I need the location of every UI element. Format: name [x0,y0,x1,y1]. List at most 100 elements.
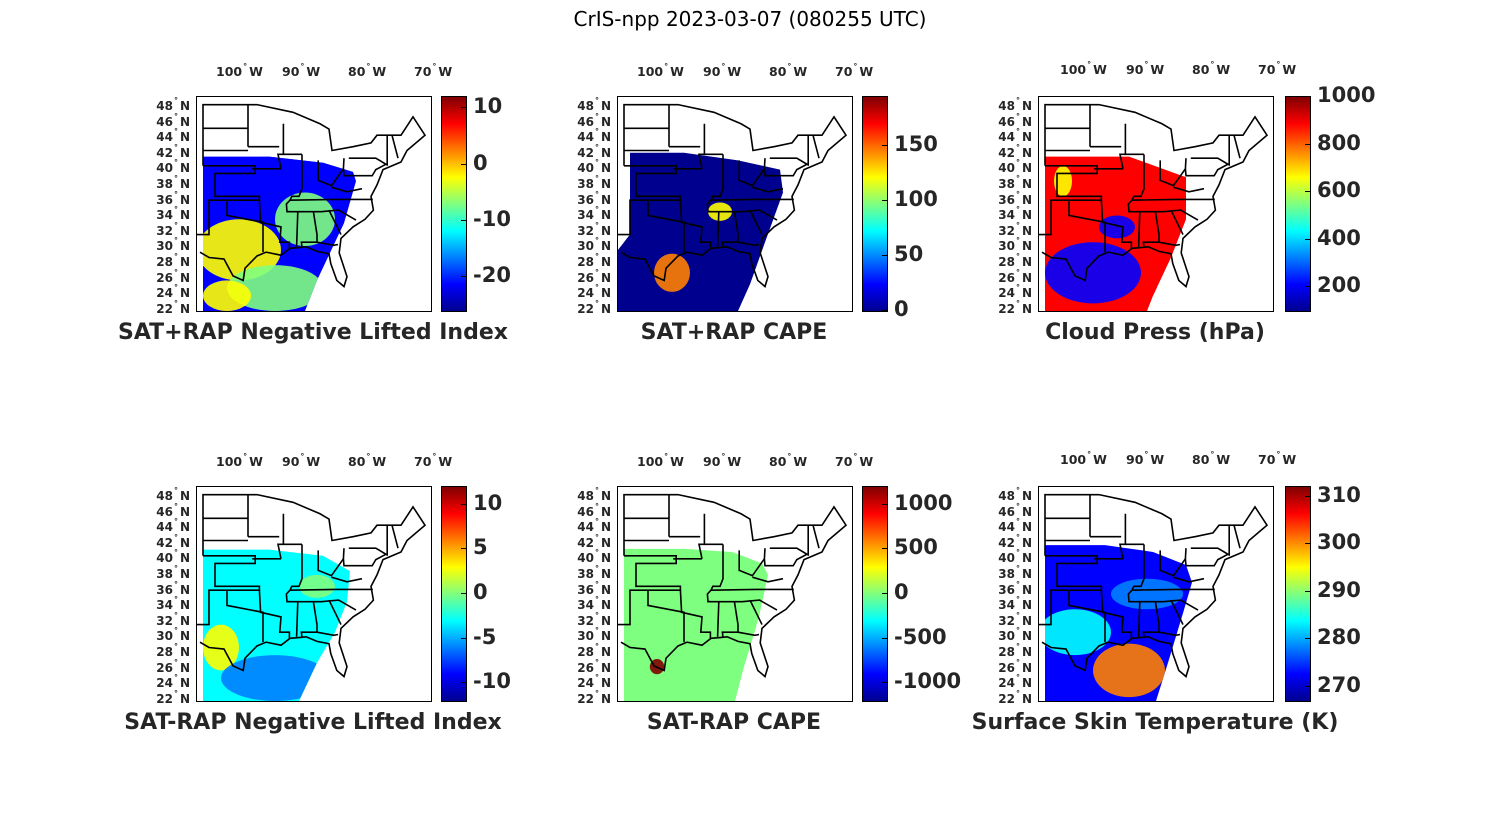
lat-tick-label: 30° N [156,626,190,644]
state-boundary [1173,186,1205,193]
data-region [1153,284,1177,308]
state-boundary [620,103,848,288]
state-boundary [710,588,794,591]
colorbar-tick-mark [1305,191,1310,193]
lon-tick-label: 70° W [835,452,874,469]
lat-tick-label: 48° N [156,486,190,503]
state-boundary [1041,493,1269,678]
state-boundary [277,123,285,170]
state-boundary [1158,241,1181,247]
lat-tick-label: 26° N [577,657,611,675]
colorbar-tick-mark [882,200,887,202]
lat-tick-label: 38° N [998,174,1032,191]
lat-tick-label: 40° N [156,158,190,176]
lat-tick-label: 22° N [998,298,1032,316]
lon-tick-label: 100° W [216,452,263,469]
state-boundary [316,241,339,247]
lon-tick-label: 70° W [414,452,453,469]
state-boundary [1100,590,1133,639]
panel-title: SAT-RAP CAPE [646,710,822,735]
lat-tick-label: 32° N [998,220,1032,238]
lat-tick-label: 46° N [998,111,1032,129]
state-boundary [752,576,784,583]
state-boundary [199,103,427,288]
lat-tick-label: 22° N [156,298,190,316]
lat-tick-label: 26° N [998,657,1032,675]
lat-tick-label: 38° N [156,174,190,191]
state-boundary [706,154,724,213]
colorbar-tick-label: -5 [473,624,497,649]
state-boundary [1131,588,1215,591]
state-boundary [812,135,820,159]
state-boundary [342,547,388,567]
state-boundary [1041,103,1269,288]
data-region [1123,173,1183,220]
colorbar-tick-label: -1000 [894,669,962,694]
lat-tick-label: 28° N [998,642,1032,659]
data-region [1099,215,1135,239]
lon-tick-label: 70° W [1258,60,1297,77]
lat-tick-label: 38° N [577,564,611,581]
panel-title: Cloud Press (hPa) [1045,320,1265,345]
lon-tick-label: 90° W [1126,450,1165,467]
state-boundary [199,493,427,678]
state-boundary [391,525,399,549]
lat-tick-label: 36° N [998,579,1032,597]
state-boundary [285,544,303,603]
lat-tick-label: 36° N [577,579,611,597]
data-region [1045,609,1111,656]
state-boundary [710,198,794,201]
state-boundary [1100,200,1133,249]
colorbar-tick-mark [882,145,887,147]
state-boundary [331,186,363,193]
state-boundary [1233,135,1241,159]
lat-tick-label: 40° N [998,158,1032,176]
state-boundary [226,590,264,643]
lat-tick-label: 22° N [156,688,190,706]
state-boundary [316,631,339,637]
colorbar-tick-label: 100 [894,187,938,212]
colorbar-tick-mark [461,163,466,165]
colorbar-tick-label: 1000 [894,490,953,515]
colorbar-tick-label: 500 [894,535,938,560]
colorbar-tick-label: 10 [473,94,503,119]
lat-tick-label: 28° N [998,252,1032,269]
figure-title: CrIS-npp 2023-03-07 (080255 UTC) [573,7,927,31]
lat-tick-label: 36° N [998,189,1032,207]
state-boundary [706,544,724,603]
colorbar-tick-label: 310 [1317,482,1361,507]
colorbar [862,486,888,702]
colorbar-tick-mark [1305,685,1310,687]
lat-tick-label: 34° N [156,595,190,613]
colorbar-tick-label: 0 [894,580,909,604]
state-boundary [647,590,685,643]
state-boundary [1127,154,1145,213]
state-boundary [331,576,363,583]
colorbar-tick-mark [882,503,887,505]
lat-tick-label: 44° N [156,127,190,145]
colorbar-tick-mark [1305,286,1310,288]
state-boundary [620,493,848,678]
lon-tick-label: 100° W [637,452,684,469]
lon-tick-label: 100° W [1060,450,1107,467]
lon-tick-label: 80° W [1192,60,1231,77]
state-boundary [1068,200,1106,253]
lat-tick-label: 24° N [156,283,190,301]
lat-tick-label: 44° N [577,127,611,145]
data-region [275,192,335,247]
lat-tick-label: 44° N [156,517,190,535]
lat-tick-label: 42° N [577,532,611,550]
lon-tick-label: 90° W [703,62,742,79]
lat-tick-label: 44° N [998,127,1032,145]
state-boundary [679,200,712,249]
colorbar-tick-mark [882,637,887,639]
state-boundary [698,123,706,170]
colorbar-tick-label: 10 [473,490,503,515]
lat-tick-label: 40° N [998,548,1032,566]
colorbar-tick-mark [461,276,466,278]
lon-tick-label: 70° W [1258,450,1297,467]
colorbar-tick-mark [882,682,887,684]
lat-tick-label: 46° N [577,501,611,519]
lat-tick-label: 28° N [156,642,190,659]
lat-tick-label: 24° N [577,673,611,691]
